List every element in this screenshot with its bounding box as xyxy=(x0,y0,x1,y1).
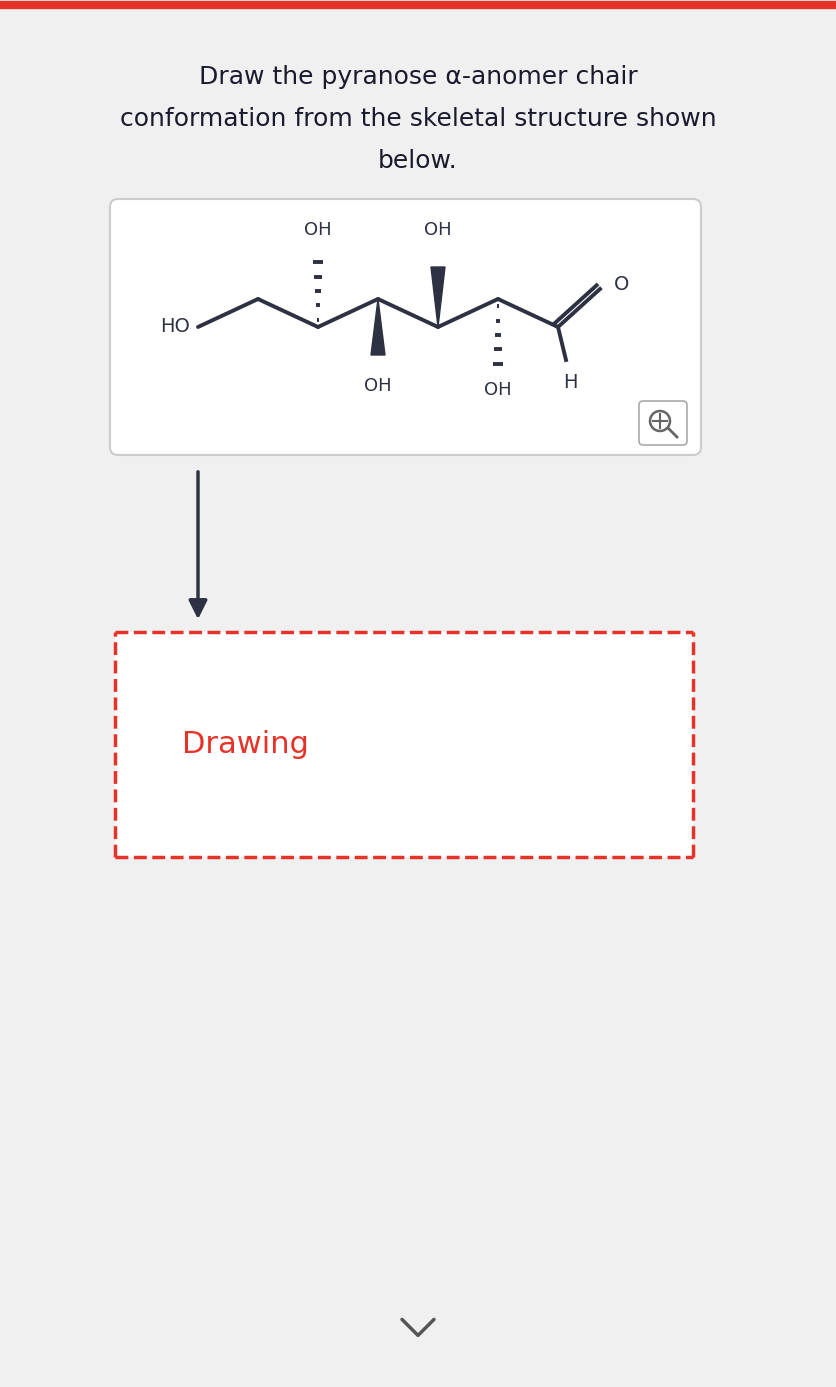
FancyBboxPatch shape xyxy=(638,401,686,445)
Text: HO: HO xyxy=(160,318,190,337)
FancyBboxPatch shape xyxy=(110,198,701,455)
Text: Drawing: Drawing xyxy=(181,730,308,759)
Polygon shape xyxy=(431,268,445,327)
Text: OH: OH xyxy=(303,221,331,239)
Bar xyxy=(115,632,692,857)
Text: H: H xyxy=(562,373,577,393)
Text: OH: OH xyxy=(364,377,391,395)
Text: below.: below. xyxy=(378,148,457,173)
Text: OH: OH xyxy=(483,381,511,399)
Text: conformation from the skeletal structure shown: conformation from the skeletal structure… xyxy=(120,107,716,130)
Text: O: O xyxy=(614,276,629,294)
Text: OH: OH xyxy=(424,221,451,239)
Text: Draw the pyranose α-anomer chair: Draw the pyranose α-anomer chair xyxy=(198,65,636,89)
Polygon shape xyxy=(370,300,385,355)
